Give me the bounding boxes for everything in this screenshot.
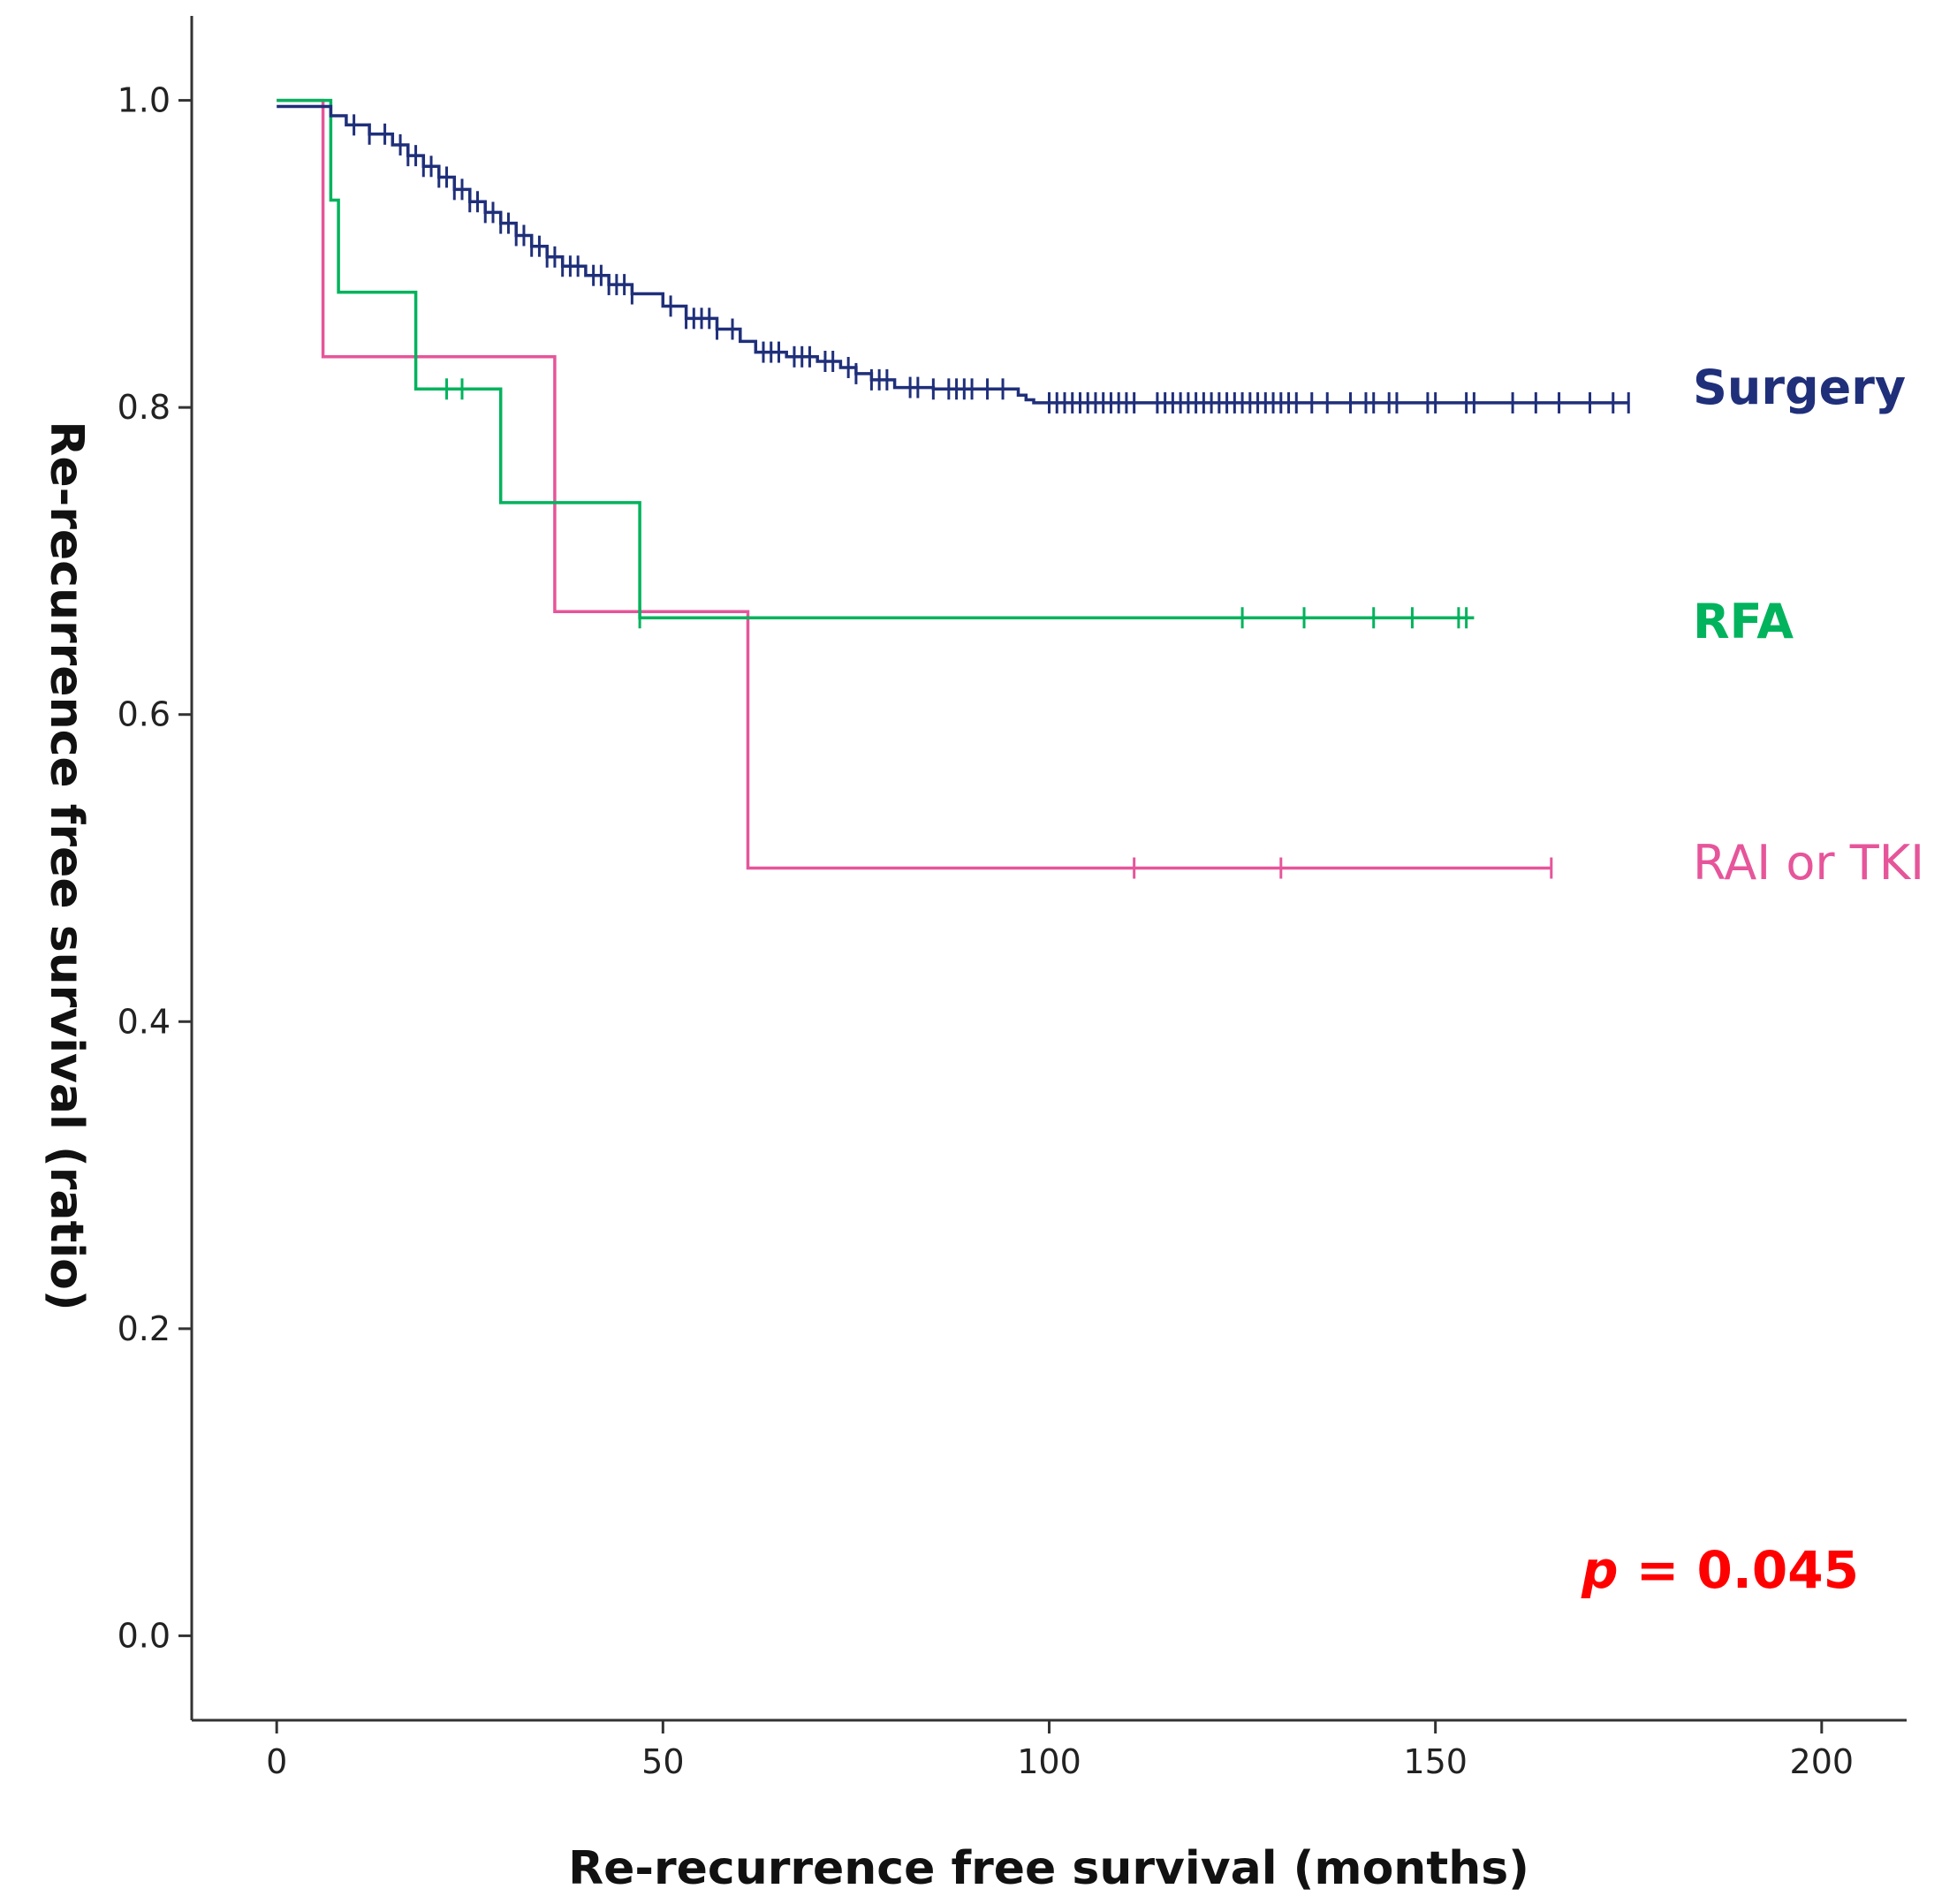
- x-tick-label: 50: [641, 1742, 684, 1781]
- survival-curve-rai-or-tki: [277, 98, 1551, 870]
- p-value-annotation: p = 0.045: [1581, 1540, 1859, 1600]
- series-surgery: [277, 104, 1630, 413]
- x-axis-title: Re-recurrence free survival (months): [568, 1842, 1529, 1895]
- series-rfa: [277, 98, 1475, 629]
- p-value-text: = 0.045: [1619, 1540, 1859, 1600]
- x-tick-label: 0: [266, 1742, 287, 1781]
- y-tick-label: 0.4: [118, 1002, 171, 1041]
- x-tick-label: 100: [1017, 1742, 1081, 1781]
- p-value-symbol: p: [1581, 1540, 1619, 1600]
- series-label-rai-or-tki: RAI or TKI: [1693, 835, 1924, 891]
- y-tick-label: 0.0: [118, 1616, 171, 1655]
- series-rai-or-tki: [277, 98, 1553, 879]
- x-tick-label: 200: [1790, 1742, 1855, 1781]
- survival-curve-surgery: [277, 104, 1629, 405]
- series-label-rfa: RFA: [1693, 594, 1794, 649]
- y-tick-label: 0.2: [118, 1309, 171, 1348]
- y-tick-label: 0.8: [118, 388, 171, 427]
- y-axis-title: Re-recurrence free survival (ratio): [40, 421, 93, 1310]
- y-tick-label: 0.6: [118, 695, 171, 734]
- x-tick-label: 150: [1403, 1742, 1468, 1781]
- y-tick-label: 1.0: [118, 81, 171, 120]
- x-ticks: 0 50 100 150 200: [266, 1720, 1854, 1781]
- series-label-surgery: Surgery: [1693, 360, 1906, 415]
- survival-curve-rfa: [277, 98, 1475, 619]
- y-ticks: 0.0 0.2 0.4 0.6 0.8 1.0: [118, 81, 192, 1655]
- series-layer: [277, 98, 1630, 879]
